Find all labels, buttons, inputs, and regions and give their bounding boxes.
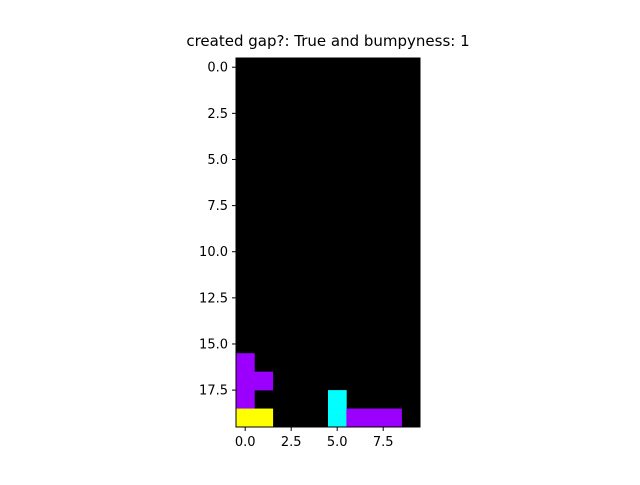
board-background (236, 58, 420, 427)
board-cell (236, 371, 255, 391)
y-tick-label: 5.0 (207, 153, 228, 168)
y-tick-label: 17.5 (199, 384, 228, 399)
board-cell (383, 408, 402, 428)
y-tick-label: 12.5 (199, 291, 228, 306)
y-tick-label: 15.0 (199, 337, 228, 352)
y-tick-label: 10.0 (199, 245, 228, 260)
x-tick-label: 0.0 (235, 435, 256, 450)
board-cell (364, 408, 384, 428)
board-cell (328, 408, 347, 428)
y-tick-label: 7.5 (207, 199, 228, 214)
y-tick-label: 2.5 (207, 107, 228, 122)
board-cell (236, 408, 255, 428)
x-tick-label: 7.5 (373, 435, 394, 450)
y-tick-label: 0.0 (207, 61, 228, 76)
chart-title: created gap?: True and bumpyness: 1 (186, 32, 470, 50)
board-cell (328, 390, 347, 409)
board-cell (254, 371, 274, 391)
axes-frame (235, 57, 421, 428)
x-tick-label: 2.5 (281, 435, 302, 450)
board-cell (346, 408, 366, 428)
board-cell (236, 353, 255, 372)
x-tick-label: 5.0 (327, 435, 348, 450)
board-cell (254, 408, 274, 428)
board-cell (236, 390, 255, 409)
